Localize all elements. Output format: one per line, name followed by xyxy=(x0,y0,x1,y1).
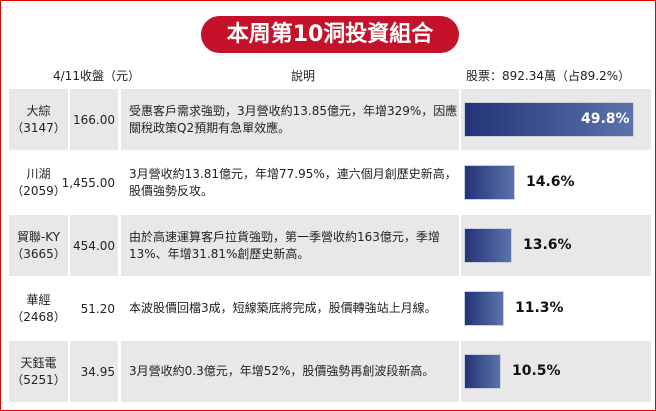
stock-name-cell: 天鈺電 （5251） xyxy=(9,341,68,402)
close-price: 166.00 xyxy=(70,89,118,150)
description-text: 由於高速運算客戶拉貨強勁，第一季營收約163億元，季增13%、年增31.81%創… xyxy=(129,229,440,261)
stock-name: 大綜 xyxy=(26,103,51,118)
stock-name: 華經 xyxy=(26,292,51,307)
weight-cell: 49.8% xyxy=(461,89,651,150)
weight-cell: 10.5% xyxy=(461,341,651,402)
stock-name: 貿聯-KY xyxy=(16,229,61,244)
weight-bar xyxy=(465,355,500,388)
close-price: 51.20 xyxy=(80,301,115,316)
stock-code: （2468） xyxy=(11,309,66,324)
stock-name-cell: 華經 （2468） xyxy=(9,278,68,339)
table-row: 大綜 （3147） 166.00 受惠客戶需求強勁，3月營收約13.85億元，年… xyxy=(9,89,651,150)
weight-label: 11.3% xyxy=(515,300,564,316)
description-text: 受惠客戶需求強勁，3月營收約13.85億元，年增329%，因應關稅政策Q2預期有… xyxy=(129,103,458,135)
weight-bar xyxy=(465,166,514,199)
weight-cell: 11.3% xyxy=(461,278,651,339)
weight-label: 49.8% xyxy=(581,111,630,127)
header-close-price: 4/11收盤（元） xyxy=(53,69,140,83)
weight-cell: 14.6% xyxy=(461,152,651,213)
description-text: 3月營收約0.3億元，年增52%，股價強勢再創波段新高。 xyxy=(129,364,435,378)
stock-code: （3147） xyxy=(11,120,66,135)
weight-label: 14.6% xyxy=(526,174,575,190)
description-text: 3月營收約13.81億元，年增77.95%，連六個月創歷史新高，股價強勢反攻。 xyxy=(129,166,457,198)
stock-description: 受惠客戶需求強勁，3月營收約13.85億元，年增329%，因應關稅政策Q2預期有… xyxy=(121,89,459,150)
table-row: 川湖 （2059） 1,455.00 3月營收約13.81億元，年增77.95%… xyxy=(9,152,651,213)
weight-bar xyxy=(465,292,503,325)
stock-code: （5251） xyxy=(11,372,66,387)
stock-name-cell: 大綜 （3147） xyxy=(9,89,68,150)
description-text: 本波股價回檔3成，短線築底將完成，股價轉強站上月線。 xyxy=(129,301,437,315)
weight-label: 13.6% xyxy=(523,237,572,253)
stock-description: 3月營收約0.3億元，年增52%，股價強勢再創波段新高。 xyxy=(121,341,459,402)
close-price: 34.95 xyxy=(70,341,118,402)
stock-description: 本波股價回檔3成，短線築底將完成，股價轉強站上月線。 xyxy=(121,278,459,339)
weight-cell: 13.6% xyxy=(461,215,651,276)
table-row: 華經 （2468） 51.20 本波股價回檔3成，短線築底將完成，股價轉強站上月… xyxy=(9,278,651,339)
title-banner: 本周第10洞投資組合 xyxy=(201,16,459,53)
header-description: 說明 xyxy=(291,69,316,83)
stock-name: 天鈺電 xyxy=(20,355,57,370)
weight-bar xyxy=(465,103,633,136)
header-stocks: 股票：892.34萬（占89.2%） xyxy=(466,69,631,83)
weight-bar xyxy=(465,229,511,262)
stock-description: 3月營收約13.81億元，年增77.95%，連六個月創歷史新高，股價強勢反攻。 xyxy=(121,152,459,213)
stock-description: 由於高速運算客戶拉貨強勁，第一季營收約163億元，季增13%、年增31.81%創… xyxy=(121,215,459,276)
close-price: 454.00 xyxy=(70,215,118,276)
weight-label: 10.5% xyxy=(512,363,561,379)
stock-code: （3665） xyxy=(11,246,66,261)
table-row: 貿聯-KY （3665） 454.00 由於高速運算客戶拉貨強勁，第一季營收約1… xyxy=(9,215,651,276)
stock-code: （2059） xyxy=(11,183,66,198)
table-row: 天鈺電 （5251） 34.95 3月營收約0.3億元，年增52%，股價強勢再創… xyxy=(9,341,651,402)
stock-name-cell: 川湖 （2059） xyxy=(9,152,68,213)
close-price: 1,455.00 xyxy=(61,175,115,190)
stock-name: 川湖 xyxy=(26,166,51,181)
stock-name-cell: 貿聯-KY （3665） xyxy=(9,215,68,276)
